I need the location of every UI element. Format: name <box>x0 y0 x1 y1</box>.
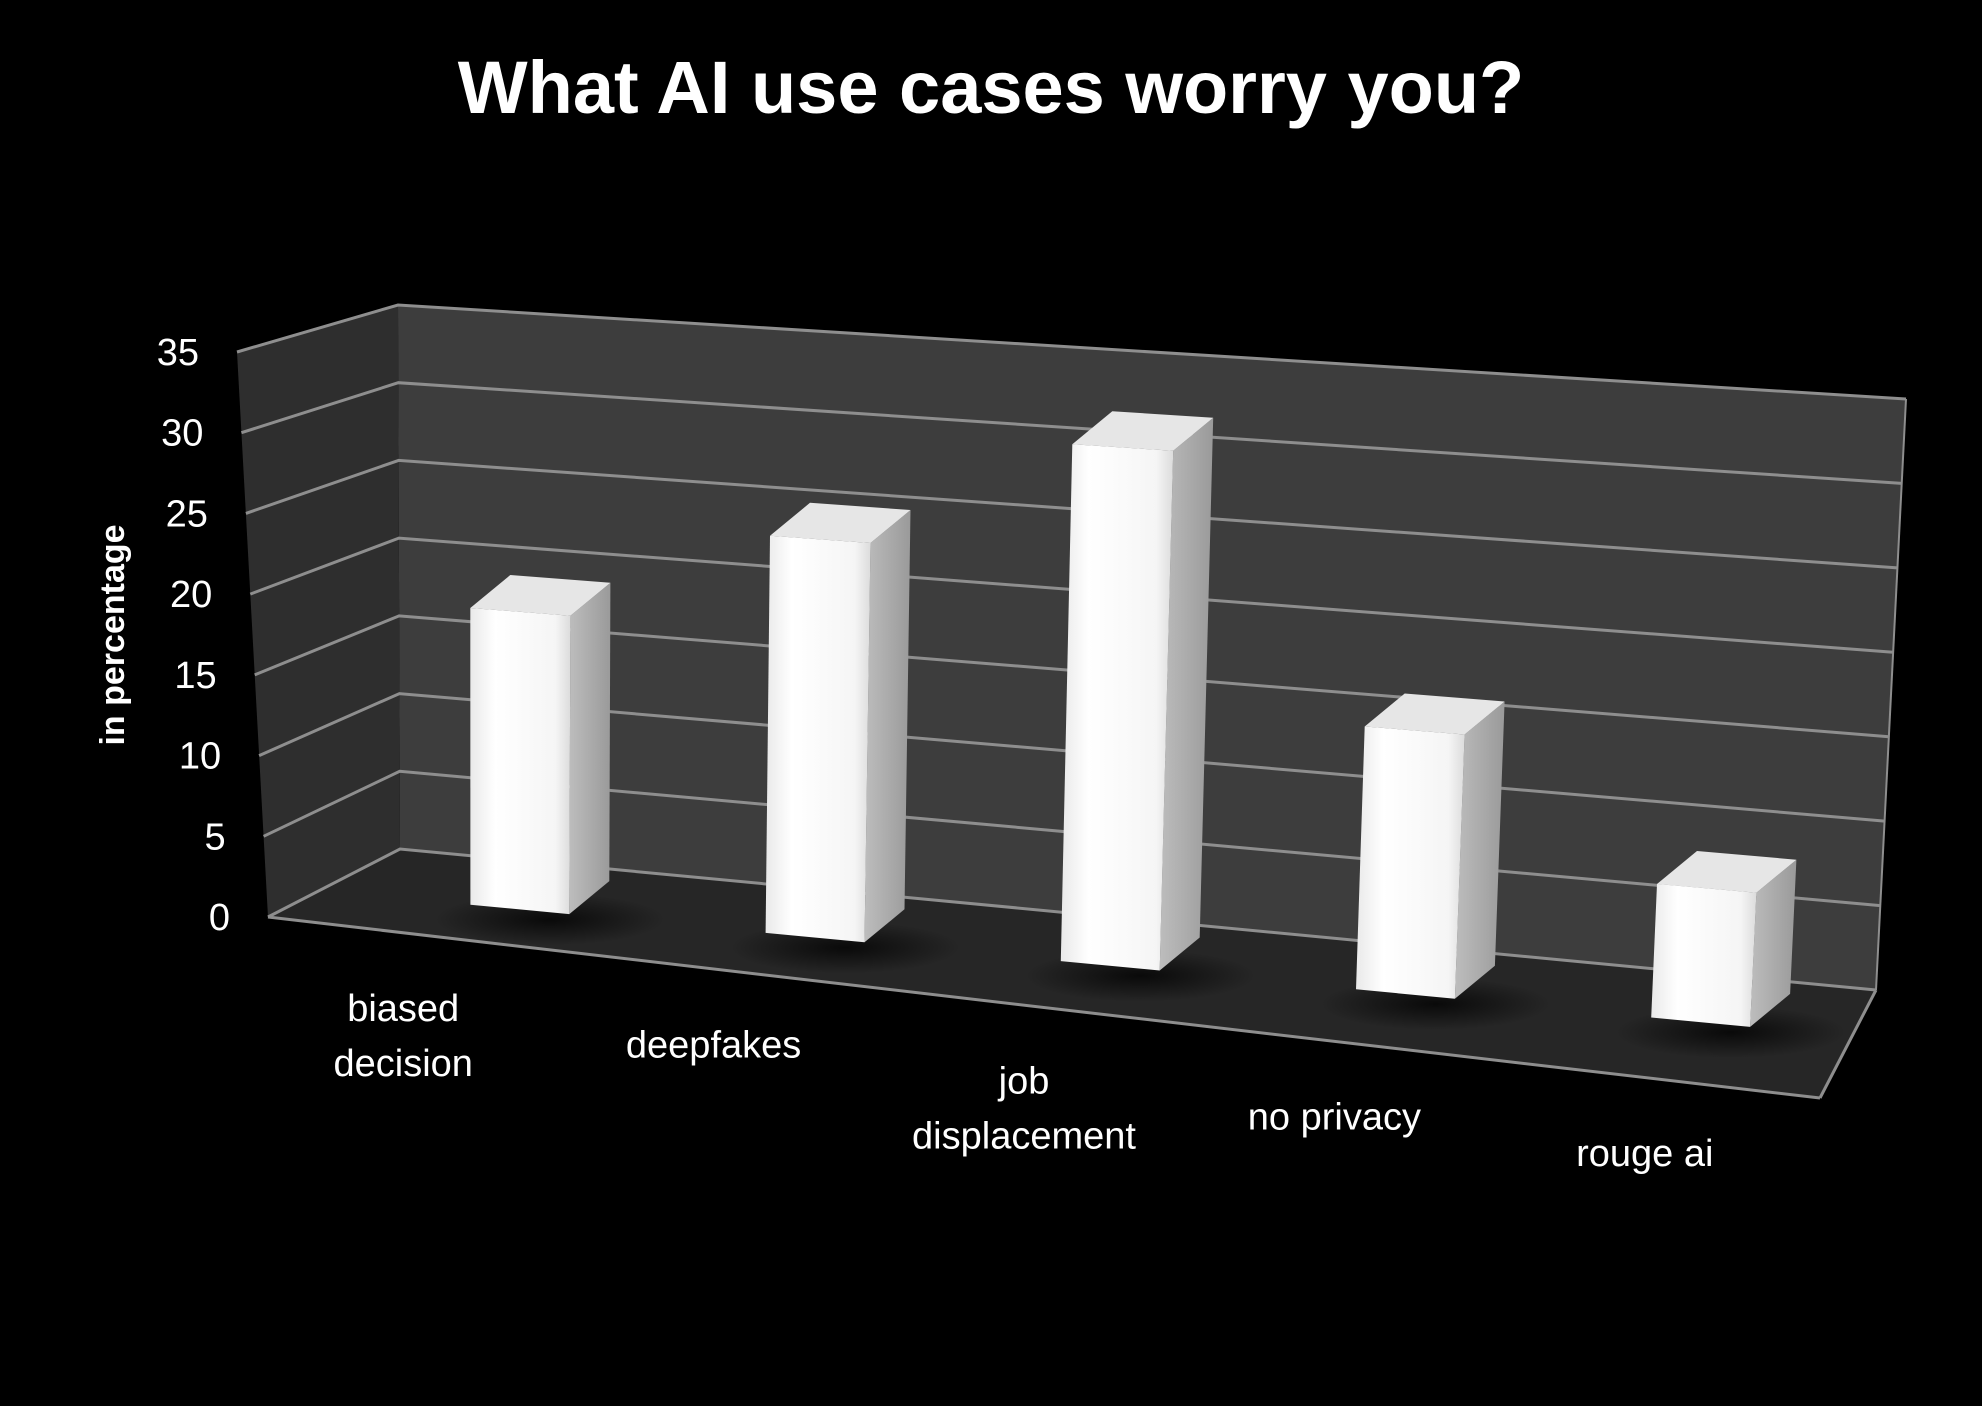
bar-side-face <box>1159 417 1214 971</box>
bar-front-face <box>1356 726 1465 999</box>
bar-shadows <box>434 893 1846 1059</box>
bar-biased-decision <box>470 575 611 915</box>
gridline-30 <box>240 381 1902 485</box>
bar-top-face <box>770 502 911 543</box>
bar-front-face <box>470 608 571 915</box>
y-tick-label-30: 30 <box>161 413 203 455</box>
y-tick-label-10: 10 <box>179 736 221 778</box>
bar-top-face <box>1072 411 1214 451</box>
bar-no-privacy <box>1356 693 1505 999</box>
bar-front-face <box>765 535 871 943</box>
bars <box>470 411 1797 1027</box>
gridline-25 <box>245 458 1898 570</box>
bar-side-face <box>1750 859 1797 1027</box>
bar-side-face <box>864 510 911 943</box>
y-tick-label-35: 35 <box>157 332 199 374</box>
y-tick-label-20: 20 <box>170 574 212 616</box>
bar-side-face <box>1454 701 1505 999</box>
bar-job-displacement <box>1060 411 1214 971</box>
y-tick-label-5: 5 <box>204 816 225 858</box>
bar-top-face <box>1364 693 1505 735</box>
chart-title: What AI use cases worry you? <box>458 46 1524 129</box>
side-wall <box>237 305 400 917</box>
category-label: deepfakes <box>626 1024 801 1066</box>
y-tick-labels: 0 5 10 15 20 25 30 35 <box>157 332 230 939</box>
gridline-15 <box>254 614 1890 739</box>
category-label: biased decision <box>333 988 472 1085</box>
category-label: no privacy <box>1248 1097 1421 1139</box>
y-tick-label-0: 0 <box>209 897 230 939</box>
category-label: job displacement <box>912 1061 1136 1158</box>
bar-top-face <box>1657 851 1797 893</box>
bar-rouge-ai <box>1651 851 1797 1027</box>
back-right-edge <box>1875 398 1907 991</box>
category-label: rouge ai <box>1576 1133 1713 1175</box>
floor-front-edge <box>267 915 1821 1100</box>
gridline-20 <box>249 536 1894 654</box>
bar-top-face <box>470 575 611 616</box>
category-labels: biased decision deepfakes job displacement no… <box>333 988 1713 1175</box>
y-axis-label: in percentage <box>94 524 132 745</box>
y-tick-label-25: 25 <box>166 493 208 535</box>
y-tick-label-15: 15 <box>174 655 216 697</box>
floor-right-edge <box>1818 989 1878 1099</box>
bar-side-face <box>569 582 611 915</box>
bar-deepfakes <box>765 502 911 943</box>
bar-front-face <box>1060 444 1174 971</box>
bar-front-face <box>1651 884 1757 1027</box>
gridline-35 <box>236 303 1907 401</box>
